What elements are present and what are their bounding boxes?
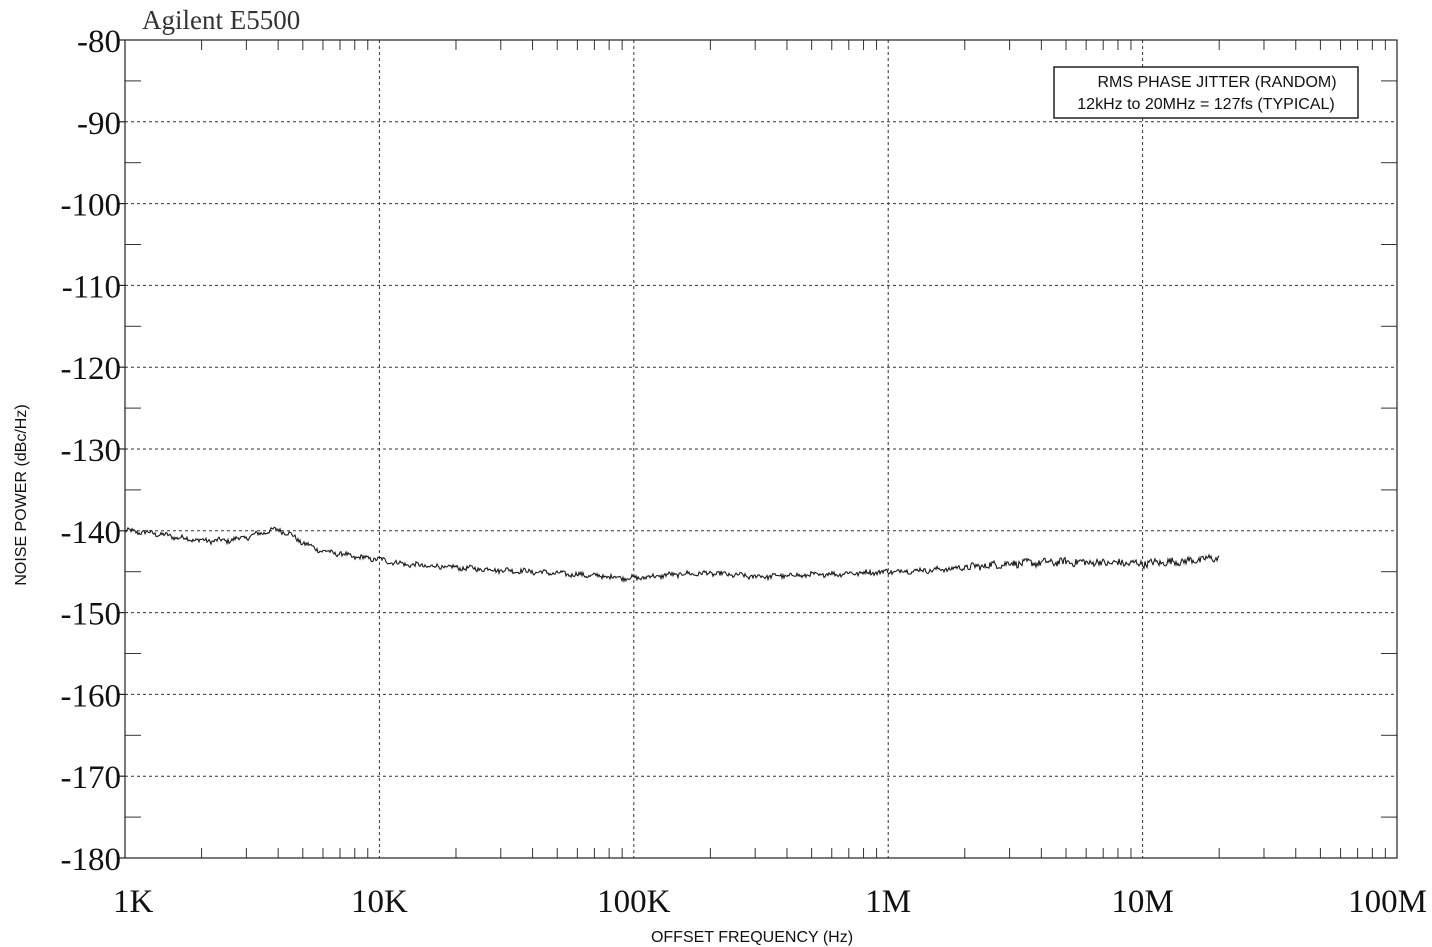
x-tick-label: 100K <box>597 884 671 920</box>
x-tick-label: 100M <box>1348 884 1427 920</box>
y-tick-label: -90 <box>77 106 121 142</box>
y-axis-label: NOISE POWER (dBc/Hz) <box>13 404 30 585</box>
minor-ticks <box>119 39 1397 859</box>
y-tick-label: -130 <box>61 433 122 469</box>
y-tick-label: -100 <box>61 188 122 224</box>
y-tick-label: -140 <box>61 515 122 551</box>
annotation-line-2: 12kHz to 20MHz = 127fs (TYPICAL) <box>1077 96 1334 113</box>
x-tick-label: 10M <box>1111 884 1173 920</box>
plot-frame <box>124 39 1398 859</box>
x-tick-label: 1K <box>113 884 154 920</box>
series-layer <box>124 526 1220 583</box>
annotation-box: RMS PHASE JITTER (RANDOM) 12kHz to 20MHz… <box>1053 66 1359 119</box>
series-line <box>124 526 1220 583</box>
x-tick-label: 10K <box>351 884 408 920</box>
y-tick-label: -110 <box>62 269 121 305</box>
y-tick-label: -150 <box>61 597 122 633</box>
y-tick-label: -170 <box>61 760 122 796</box>
y-tick-label: -120 <box>61 351 122 387</box>
y-tick-label: -180 <box>61 842 122 878</box>
y-tick-label: -80 <box>77 24 121 60</box>
x-tick-label: 1M <box>865 884 911 920</box>
y-tick-labels: -80 -90 -100 -110 -120 -130 -140 -150 -160 -170 -1… <box>61 24 122 878</box>
x-axis-label: OFFSET FREQUENCY (Hz) <box>651 929 853 946</box>
x-tick-labels: 1K 10K 100K 1M 10M 100M <box>113 884 1427 920</box>
y-tick-label: -160 <box>61 678 122 714</box>
chart-title: Agilent E5500 <box>142 5 300 35</box>
grid <box>125 40 1397 858</box>
annotation-line-1: RMS PHASE JITTER (RANDOM) <box>1097 74 1336 91</box>
